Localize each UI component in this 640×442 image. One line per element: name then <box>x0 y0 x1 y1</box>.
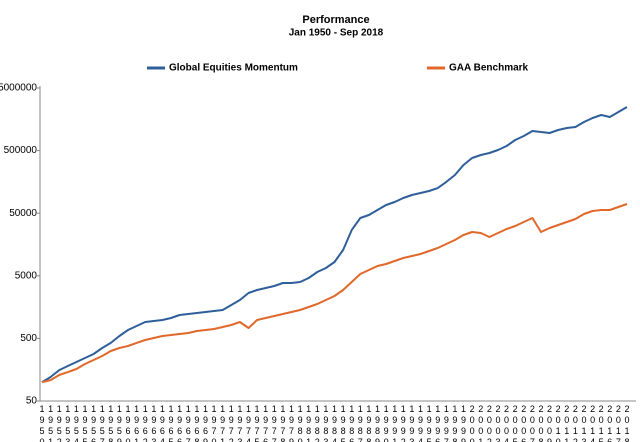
x-tick-label: 1998 <box>450 404 460 442</box>
x-tick-label: 1996 <box>433 404 443 442</box>
x-tick-label: 2014 <box>588 404 598 442</box>
x-tick-label: 2018 <box>622 404 632 442</box>
x-tick-label: 2000 <box>467 404 477 442</box>
x-tick-label: 1958 <box>106 404 116 442</box>
legend-label: GAA Benchmark <box>449 63 529 74</box>
x-tick-label: 1957 <box>97 404 107 442</box>
x-tick-label: 1991 <box>390 404 400 442</box>
x-tick-label: 1952 <box>54 404 64 442</box>
x-tick-label: 1977 <box>269 404 279 442</box>
legend-label: Global Equities Momentum <box>169 63 298 74</box>
x-tick-label: 1973 <box>235 404 245 442</box>
y-tick-label: 500000 <box>4 145 38 156</box>
x-tick-label: 1980 <box>295 404 305 442</box>
x-tick-label: 1960 <box>123 404 133 442</box>
x-tick-label: 1990 <box>381 404 391 442</box>
y-tick-label: 50000 <box>9 208 37 219</box>
x-tick-label: 2006 <box>519 404 529 442</box>
x-tick-label: 2012 <box>570 404 580 442</box>
x-tick-label: 1984 <box>330 404 340 442</box>
x-tick-label: 1950 <box>37 404 47 442</box>
x-tick-label: 1989 <box>373 404 383 442</box>
x-tick-label: 1969 <box>200 404 210 442</box>
x-tick-label: 2003 <box>493 404 503 442</box>
x-tick-label: 1976 <box>261 404 271 442</box>
x-tick-label: 1974 <box>243 404 253 442</box>
y-tick-label: 500 <box>20 333 37 344</box>
y-tick-label: 5000000 <box>0 83 37 94</box>
x-tick-label: 1951 <box>46 404 56 442</box>
x-tick-label: 1954 <box>71 404 81 442</box>
x-tick-label: 1994 <box>416 404 426 442</box>
x-tick-label: 2011 <box>562 404 572 442</box>
x-tick-label: 1985 <box>338 404 348 442</box>
x-tick-label: 1993 <box>407 404 417 442</box>
x-tick-label: 1995 <box>424 404 434 442</box>
x-tick-label: 2004 <box>502 404 512 442</box>
x-tick-label: 2001 <box>476 404 486 442</box>
x-tick-label: 1988 <box>364 404 374 442</box>
x-tick-label: 1983 <box>321 404 331 442</box>
x-tick-label: 2010 <box>553 404 563 442</box>
x-tick-label: 1966 <box>175 404 185 442</box>
x-tick-label: 1987 <box>355 404 365 442</box>
x-tick-label: 1964 <box>157 404 167 442</box>
x-tick-label: 1982 <box>312 404 322 442</box>
x-tick-label: 1986 <box>347 404 357 442</box>
series-line <box>41 106 628 384</box>
x-tick-label: 2009 <box>545 404 555 442</box>
x-tick-label: 1971 <box>218 404 228 442</box>
x-tick-label: 1967 <box>183 404 193 442</box>
x-tick-label: 2002 <box>484 404 494 442</box>
x-tick-label: 1972 <box>226 404 236 442</box>
x-tick-label: 1953 <box>63 404 73 442</box>
x-tick-label: 1997 <box>441 404 451 442</box>
x-tick-label: 2007 <box>527 404 537 442</box>
x-tick-label: 1970 <box>209 404 219 442</box>
x-tick-label: 1992 <box>398 404 408 442</box>
x-tick-label: 2017 <box>613 404 623 442</box>
x-tick-label: 1956 <box>89 404 99 442</box>
x-tick-label: 1968 <box>192 404 202 442</box>
x-tick-label: 1981 <box>304 404 314 442</box>
x-tick-label: 2015 <box>596 404 606 442</box>
x-tick-label: 1965 <box>166 404 176 442</box>
y-tick-label: 50 <box>26 396 38 407</box>
chart-title: Performance <box>302 14 369 26</box>
x-tick-label: 1999 <box>459 404 469 442</box>
x-tick-label: 2013 <box>579 404 589 442</box>
x-tick-label: 1955 <box>80 404 90 442</box>
x-tick-label: 2005 <box>510 404 520 442</box>
y-tick-label: 5000 <box>15 270 38 281</box>
x-tick-label: 1959 <box>114 404 124 442</box>
x-tick-label: 1978 <box>278 404 288 442</box>
x-tick-label: 1975 <box>252 404 262 442</box>
x-tick-label: 1962 <box>140 404 150 442</box>
x-tick-label: 1979 <box>286 404 296 442</box>
series-line <box>41 203 628 384</box>
x-tick-label: 1963 <box>149 404 159 442</box>
x-tick-label: 2008 <box>536 404 546 442</box>
x-tick-label: 2016 <box>605 404 615 442</box>
x-tick-label: 1961 <box>132 404 142 442</box>
chart-subtitle: Jan 1950 - Sep 2018 <box>289 28 384 39</box>
